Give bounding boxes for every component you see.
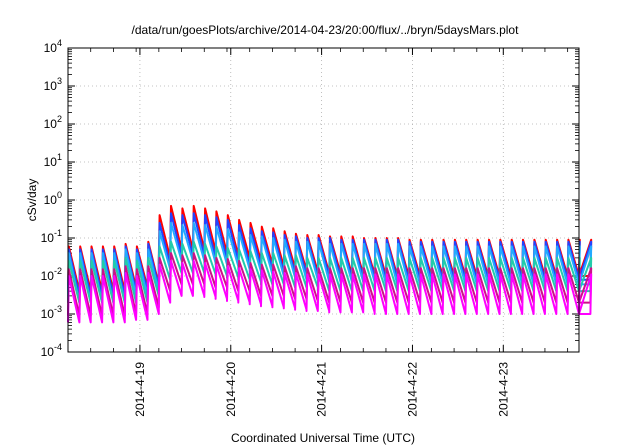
series-group — [67, 204, 593, 324]
y-tick-label: 103 — [44, 76, 62, 93]
y-tick-label: 10-4 — [41, 342, 62, 359]
x-tick-labels: 2014-4-19 2014-4-20 2014-4-21 2014-4-22 2014… — [133, 362, 510, 417]
series-line-6 — [67, 259, 593, 324]
x-tick-label: 2014-4-23 — [496, 362, 510, 417]
x-tick-label: 2014-4-21 — [315, 362, 329, 417]
y-tick-label: 102 — [44, 114, 62, 131]
y-tick-label: 104 — [44, 38, 62, 55]
y-tick-label: 100 — [44, 190, 62, 207]
y-tick-label: 101 — [44, 152, 62, 169]
x-axis-label: Coordinated Universal Time (UTC) — [231, 431, 415, 445]
x-tick-label: 2014-4-22 — [405, 362, 419, 417]
series-line-5 — [67, 252, 593, 317]
y-tick-label: 10-3 — [41, 304, 62, 321]
y-tick-labels: 104 103 102 101 100 10-1 10-2 10-3 10-4 — [41, 38, 62, 359]
plot-frame — [67, 47, 580, 353]
y-axis-label: cSv/day — [25, 179, 39, 222]
x-tick-label: 2014-4-20 — [224, 362, 238, 417]
y-tick-label: 10-2 — [41, 266, 62, 283]
y-tick-label: 10-1 — [41, 228, 62, 245]
chart-title: /data/run/goesPlots/archive/2014-04-23/2… — [132, 23, 520, 37]
x-tick-label: 2014-4-19 — [133, 362, 147, 417]
